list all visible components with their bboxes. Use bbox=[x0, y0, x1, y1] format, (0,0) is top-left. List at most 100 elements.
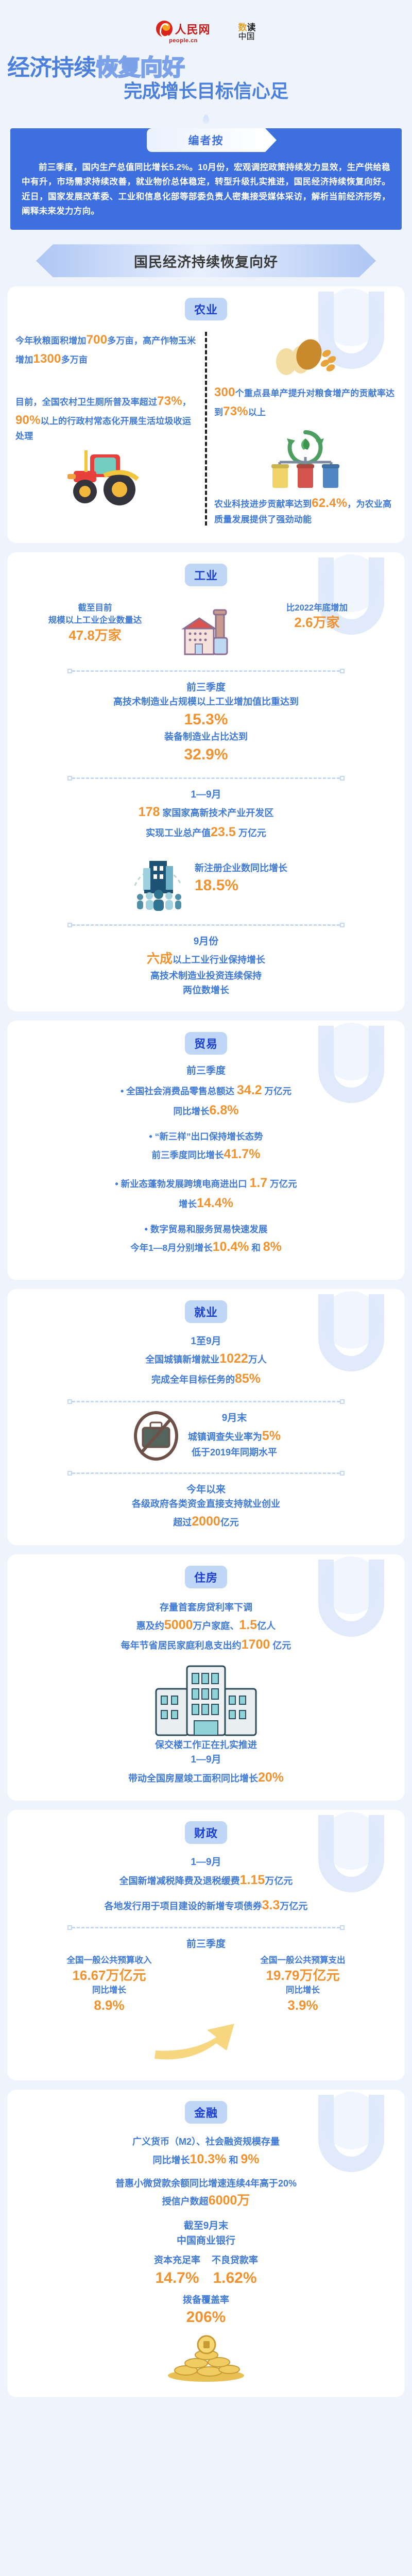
housing-ben-num1: 5000 bbox=[164, 1617, 193, 1632]
finance-metric-capital: 资本充足率 14.7% bbox=[154, 2253, 200, 2289]
card-finance: 金融 广义货币（M2）、社会融资规模存量 同比增长10.3% 和 9% 普惠小微… bbox=[7, 2089, 405, 2397]
divider-end-left-3 bbox=[67, 922, 72, 927]
emp-newjobs-num: 1022 bbox=[219, 1351, 248, 1366]
growth-arrow-illustration bbox=[7, 2019, 405, 2065]
trade-bullet-digital: • 数字贸易和服务贸易快速发展 今年1—8月分别增长10.4% 和 8% bbox=[15, 1223, 397, 1257]
people-cn-domain: people.cn bbox=[169, 38, 198, 44]
divider-end-left-2 bbox=[67, 775, 72, 781]
industry-jansep-period: 1—9月 bbox=[191, 789, 221, 800]
metric-npl-name: 不良贷款率 bbox=[212, 2255, 258, 2266]
housing-save-num: 1700 bbox=[241, 1637, 270, 1652]
agri-toilet-pre: 目前，全国农村卫生厕所普及率超过 bbox=[15, 397, 158, 408]
new-enterprise-icon bbox=[134, 860, 182, 911]
people-cn-name: 人民网 bbox=[175, 23, 211, 36]
trade-cb-growth-value: 14.4% bbox=[197, 1196, 233, 1211]
fiscal-taxcut-num: 1.15 bbox=[239, 1872, 265, 1887]
finance-credit-accounts: 授信户数超6000万 bbox=[16, 2191, 396, 2211]
fiscal-rev-value: 16.67万亿元 bbox=[72, 1967, 146, 1983]
divider-end-left bbox=[67, 668, 72, 673]
industry-stat-enterprises: 截至目前 规模以上工业企业数量达 47.8万家 bbox=[12, 602, 178, 645]
metric-provision-value: 206% bbox=[186, 2309, 226, 2326]
fiscal-special-bonds: 各地发行用于项目建设的新增专项债券3.3万亿元 bbox=[16, 1895, 396, 1916]
trade-cb-pre: 新业态蓬勃发展跨境电商进出口 bbox=[121, 1179, 250, 1190]
gold-coins-icon bbox=[168, 2335, 244, 2382]
industry-zones-num: 178 bbox=[138, 805, 160, 820]
tractor-illustration bbox=[15, 447, 198, 506]
industry-hitech-invest-2: 两位数增长 bbox=[183, 985, 229, 995]
trade-bullet-retail: • 全国社会消费品零售总额达 34.2 万亿元 同比增长6.8% bbox=[15, 1080, 397, 1121]
industry-increase-label: 比2022年底增加 bbox=[286, 603, 348, 613]
housing-block-1: 存量首套房贷利率下调 惠及约5000万户家庭、1.5亿人 每年节省居民家庭利息支… bbox=[7, 1601, 405, 1655]
emp-target-pre: 完成全年目标任务的 bbox=[151, 1374, 235, 1385]
grain-illustration bbox=[214, 335, 397, 381]
hero-line1-filled: 经济持续 bbox=[7, 55, 96, 80]
fiscal-period-1: 1—9月 bbox=[191, 1857, 221, 1868]
people-cn-logo: 人民网 people.cn bbox=[156, 21, 210, 44]
employment-block-1: 1至9月 全国城镇新增就业1022万人 完成全年目标任务的85% bbox=[7, 1334, 405, 1389]
recycling-illustration bbox=[214, 425, 397, 492]
industry-sectors-label: 以上工业行业保持增长 bbox=[173, 955, 265, 965]
div-f1l bbox=[67, 1925, 72, 1930]
metric-capital-name: 资本充足率 bbox=[154, 2255, 200, 2266]
emp-funding-num: 2000 bbox=[192, 1514, 220, 1529]
tractor-icon bbox=[67, 450, 139, 505]
housing-interest-saved: 每年节省居民家庭利息支出约1700 亿元 bbox=[16, 1635, 396, 1655]
finance-m2-label: 广义货币（M2）、社会融资规模存量 bbox=[132, 2136, 280, 2147]
div-f1r bbox=[340, 1925, 345, 1930]
hero-line2: 完成增长目标信心足 bbox=[124, 80, 288, 102]
editor-note-body: 前三季度，国内生产总值同比增长5.2%。10月份，宏观调控政策持续发力显效，生产… bbox=[22, 162, 390, 216]
finance-credit-pre: 授信户数超 bbox=[162, 2196, 209, 2207]
bullet-dot-2: • bbox=[149, 1131, 152, 1142]
trade-retail-unit: 万亿元 bbox=[262, 1086, 292, 1097]
divider-line-2 bbox=[72, 777, 340, 779]
emp-newjobs-unit: 万人 bbox=[248, 1354, 267, 1365]
chip-finance: 金融 bbox=[185, 2100, 227, 2124]
bullet-dot-4: • bbox=[144, 1224, 148, 1234]
agri-stat-tech-progress: 农业科技进步贡献率达到62.4%，为农业高质量发展提供了强劲动能 bbox=[214, 494, 397, 526]
finance-asof-label: 截至9月末 bbox=[183, 2221, 229, 2232]
industry-sectors-num: 六成 bbox=[146, 952, 173, 967]
finance-bank-label: 中国商业银行 bbox=[176, 2235, 235, 2246]
trade-digital-pre: 数字贸易和服务贸易快速发展 bbox=[150, 1224, 268, 1234]
industry-hitech-share-label: 高技术制造业占规模以上工业增加值比重达到 bbox=[113, 697, 299, 707]
divider-dashed-2 bbox=[7, 775, 405, 781]
chip-trade: 贸易 bbox=[185, 1031, 227, 1055]
industry-newreg-label: 新注册企业数同比增长 bbox=[195, 862, 287, 873]
agri-autumn-post: 多万亩 bbox=[61, 354, 88, 365]
housing-ben-pre: 惠及约 bbox=[136, 1620, 164, 1631]
trade-newthree-growth-value: 41.7% bbox=[224, 1146, 261, 1161]
agri-toilet-comma: ， bbox=[182, 397, 192, 408]
housing-save-pre: 每年节省居民家庭利息支出约 bbox=[121, 1640, 242, 1651]
fiscal-revenue: 全国一般公共预算收入 16.67万亿元 同比增长 8.9% bbox=[16, 1954, 202, 2014]
finance-m2-and: 和 bbox=[226, 2155, 241, 2165]
divider-dashed-fiscal bbox=[7, 1925, 405, 1930]
agri-counties-mid: 个重点县单产提升对粮食增产的贡献率达到 bbox=[214, 388, 395, 417]
trade-retail-growth-value: 6.8% bbox=[209, 1103, 239, 1118]
industry-output-unit: 万亿元 bbox=[235, 828, 266, 839]
emp-funding-value: 超过2000亿元 bbox=[16, 1512, 396, 1532]
industry-zones-output: 实现工业总产值23.5 万亿元 bbox=[16, 822, 396, 842]
industry-stat-increase: 比2022年底增加 2.6万家 bbox=[234, 602, 400, 632]
industry-equip-share-label: 装备制造业占比达到 bbox=[164, 732, 248, 742]
card-agriculture: 农业 今年秋粮面积增加700多万亩，高产作物玉米增加1300多万亩 目前，全国农… bbox=[7, 286, 405, 543]
fiscal-rev-growth-label: 同比增长 bbox=[92, 1986, 126, 1995]
housing-beneficiaries: 惠及约5000万户家庭、1.5亿人 bbox=[16, 1615, 396, 1635]
card-industry: 工业 截至目前 规模以上工业企业数量达 47.8万家 bbox=[7, 552, 405, 1011]
upward-arrow-icon bbox=[154, 2023, 234, 2060]
agri-tech-pre: 农业科技进步贡献率达到 bbox=[214, 499, 312, 510]
card-trade: 贸易 前三季度 • 全国社会消费品零售总额达 34.2 万亿元 同比增长6.8%… bbox=[7, 1020, 405, 1280]
fiscal-tax-cuts: 全国新增减税降费及退税缓费1.15万亿元 bbox=[16, 1870, 396, 1890]
finance-metric-provision: 拨备覆盖率 206% bbox=[16, 2293, 396, 2328]
hero-title: 经济持续恢复向好 完成增长目标信心足 bbox=[0, 53, 412, 107]
emp-target-num: 85% bbox=[234, 1371, 261, 1386]
emp-new-jobs: 全国城镇新增就业1022万人 bbox=[16, 1349, 396, 1369]
editor-note-card: 编者按 前三季度，国内生产总值同比增长5.2%。10月份，宏观调控政策持续发力显… bbox=[10, 128, 402, 230]
industry-enterprises-label: 截至目前 bbox=[78, 603, 112, 613]
industry-hitech-zones: 178 家国家高新技术产业开发区 bbox=[16, 802, 396, 822]
div-e1l bbox=[67, 1399, 72, 1404]
housing-block-2: 保交楼工作正在扎实推进 1—9月 带动全国房屋竣工面积同比增长20% bbox=[7, 1738, 405, 1787]
finance-block-2: 普惠小微贷款余额同比增速连续4年高于20% 授信户数超6000万 bbox=[7, 2177, 405, 2211]
agri-tech-post: ，为农业高质量发展提供了强劲动能 bbox=[214, 499, 392, 524]
housing-comp-num: 20% bbox=[258, 1770, 284, 1785]
finance-bank-metrics: 截至9月末 中国商业银行 资本充足率 14.7% 不良贷款率 1.62% 拨备覆… bbox=[7, 2219, 405, 2328]
